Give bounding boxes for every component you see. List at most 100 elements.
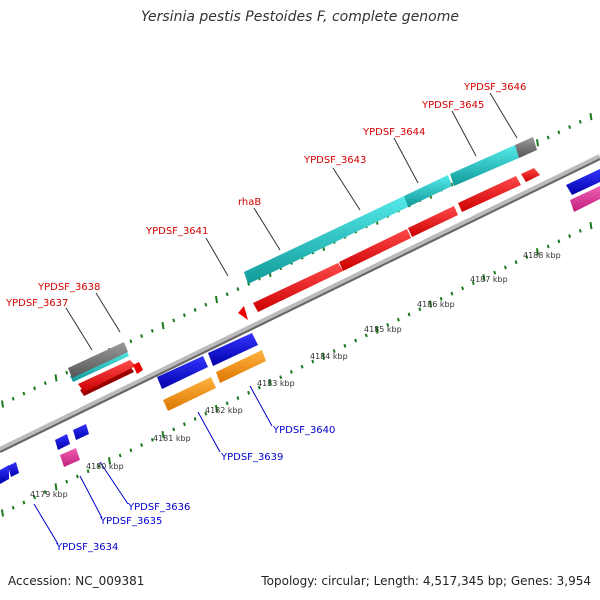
outer-tick	[193, 308, 197, 312]
inner-tick	[75, 474, 79, 479]
genome-backbone	[0, 154, 600, 453]
scale-label-4188: 4188 kbp	[523, 251, 561, 260]
outer-tick	[172, 318, 176, 323]
label-leaders	[33, 92, 518, 545]
inner-tick	[482, 274, 486, 282]
inner-tick	[557, 239, 561, 244]
scale-label-4187: 4187 kbp	[470, 275, 508, 284]
gene-ypdsf-3641-body[interactable]	[253, 263, 343, 312]
tick-row-inner	[1, 221, 593, 517]
inner-tick	[54, 483, 58, 491]
feature-track	[0, 137, 600, 484]
inner-tick	[525, 255, 529, 259]
label-ypdsf-3636[interactable]: YPDSF_3636	[127, 502, 190, 513]
genome-backbone-shadow	[0, 158, 600, 453]
gene-ypdsf-3637-body[interactable]	[78, 360, 136, 392]
inner-tick	[546, 244, 550, 249]
inner-tick	[568, 234, 572, 238]
inner-tick	[129, 448, 133, 453]
inner-tick	[514, 260, 518, 265]
inner-tick	[33, 495, 37, 500]
outer-tick	[546, 135, 550, 140]
outer-tick	[578, 119, 582, 124]
inner-tick	[461, 286, 465, 291]
outer-tick	[33, 386, 37, 391]
scale-label-4179: 4179 kbp	[30, 490, 68, 499]
pink-gene-2[interactable]	[570, 186, 600, 212]
label-ypdsf-3645[interactable]: YPDSF_3645	[421, 100, 484, 111]
accession-text: Accession: NC_009381	[8, 574, 145, 588]
rna-gene-2[interactable]	[244, 196, 408, 284]
inner-tick	[578, 228, 582, 233]
outer-tick	[140, 334, 144, 338]
inner-tick	[22, 500, 26, 505]
inner-tick	[118, 453, 122, 458]
orange-gene-2[interactable]	[216, 350, 266, 383]
outer-tick	[215, 295, 218, 304]
label-ypdsf-3640[interactable]: YPDSF_3640	[272, 425, 335, 436]
gene-ypdsf-3634-a[interactable]	[0, 465, 9, 484]
gene-ypdsf-3638-arrow[interactable]	[133, 362, 143, 374]
scale-label-4184: 4184 kbp	[310, 352, 348, 361]
inner-tick	[65, 479, 69, 484]
reverse-gene-labels: YPDSF_3634 YPDSF_3635 YPDSF_3636 YPDSF_3…	[55, 425, 335, 553]
outer-tick	[43, 381, 47, 385]
outer-tick	[225, 292, 229, 297]
inner-tick	[225, 401, 229, 406]
label-ypdsf-3635[interactable]: YPDSF_3635	[99, 516, 162, 527]
gene-ypdsf-3643-body[interactable]	[408, 206, 458, 237]
gene-right-blue[interactable]	[566, 169, 600, 195]
inner-tick	[43, 490, 47, 494]
label-ypdsf-3644[interactable]: YPDSF_3644	[362, 127, 425, 138]
inner-tick	[300, 364, 304, 369]
gene-ypdsf-3641-marker[interactable]	[238, 306, 248, 320]
inner-tick	[1, 509, 4, 517]
scale-label-4181: 4181 kbp	[153, 434, 191, 443]
inner-tick	[536, 248, 539, 256]
label-ypdsf-3634[interactable]: YPDSF_3634	[55, 542, 118, 553]
rna-gene-3[interactable]	[404, 175, 452, 207]
outer-tick	[1, 400, 4, 408]
outer-tick	[129, 339, 133, 344]
gene-ypdsf-3636-body[interactable]	[73, 424, 89, 440]
gene-ypdsf-3635-body[interactable]	[55, 434, 70, 450]
forward-gene-labels: YPDSF_3637 YPDSF_3638 YPDSF_3641 rhaB YP…	[5, 82, 526, 309]
outer-tick	[204, 302, 208, 307]
inner-tick	[396, 317, 400, 322]
gene-rhab-body[interactable]	[339, 229, 411, 271]
outer-tick	[589, 112, 593, 121]
label-ypdsf-3646[interactable]: YPDSF_3646	[463, 82, 526, 93]
scale-label-4183: 4183 kbp	[257, 379, 295, 388]
gene-ypdsf-3645-body[interactable]	[458, 176, 521, 212]
rna-gene-4[interactable]	[450, 145, 519, 186]
inner-tick	[439, 296, 443, 301]
inner-tick	[182, 422, 186, 427]
inner-tick	[97, 464, 101, 468]
label-ypdsf-3638[interactable]: YPDSF_3638	[37, 282, 100, 293]
gene-gray-1[interactable]	[68, 342, 128, 378]
inner-tick	[11, 505, 15, 510]
pink-gene-1[interactable]	[60, 448, 80, 467]
label-ypdsf-3643[interactable]: YPDSF_3643	[303, 155, 366, 166]
outer-tick	[450, 182, 454, 187]
gene-ypdsf-3639-body[interactable]	[157, 356, 208, 389]
label-rhab[interactable]: rhaB	[238, 197, 261, 208]
outer-tick	[11, 396, 15, 401]
gene-ypdsf-3640-body[interactable]	[208, 333, 258, 366]
inner-tick	[247, 390, 251, 395]
label-ypdsf-3641[interactable]: YPDSF_3641	[145, 226, 208, 237]
outer-tick	[161, 321, 165, 330]
label-ypdsf-3637[interactable]: YPDSF_3637	[5, 298, 68, 309]
gene-gray-2[interactable]	[515, 137, 537, 158]
inner-tick	[161, 430, 165, 439]
outer-tick	[65, 370, 69, 375]
inner-tick	[471, 281, 475, 285]
gene-ypdsf-3634-b[interactable]	[8, 462, 19, 477]
inner-tick	[204, 411, 208, 416]
gene-ypdsf-3646-body[interactable]	[521, 168, 540, 182]
orange-gene-1[interactable]	[163, 377, 216, 411]
outer-tick	[182, 313, 186, 318]
inner-tick	[86, 469, 90, 474]
outer-tick	[568, 125, 572, 129]
label-ypdsf-3639[interactable]: YPDSF_3639	[220, 452, 283, 463]
